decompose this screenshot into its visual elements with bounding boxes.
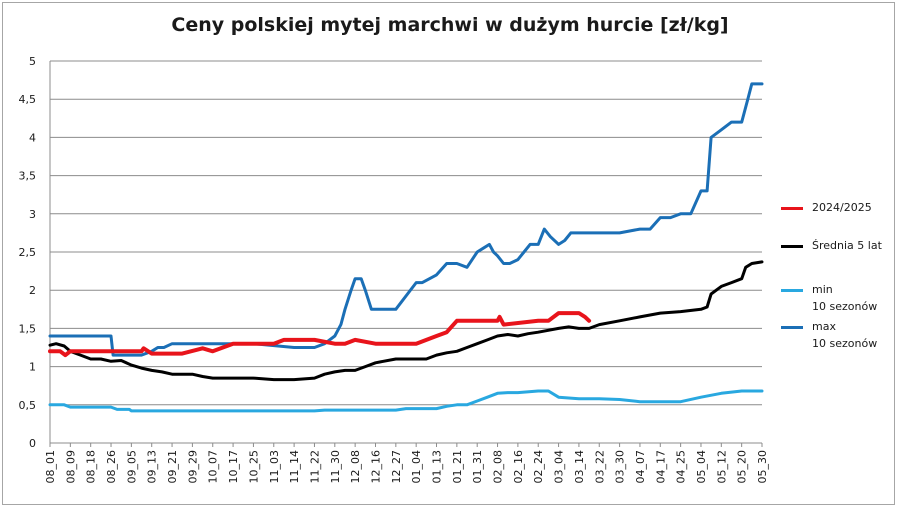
x-tick-label: 03_22 bbox=[593, 450, 606, 484]
series-line-3 bbox=[48, 82, 764, 357]
x-tick-label: 04_07 bbox=[634, 450, 647, 484]
x-tick-label: 09_21 bbox=[166, 450, 179, 484]
chart-title: Ceny polskiej mytej marchwi w dużym hurc… bbox=[171, 14, 729, 36]
x-tick-label: 03_04 bbox=[553, 450, 566, 484]
x-tick-label: 03_14 bbox=[573, 450, 586, 484]
x-tick-label: 02_24 bbox=[532, 450, 545, 484]
x-tick-label: 11_22 bbox=[308, 450, 321, 484]
x-tick-label: 12_27 bbox=[390, 450, 403, 484]
x-tick-label: 01_13 bbox=[431, 450, 444, 484]
x-tick-label: 03_30 bbox=[614, 450, 627, 484]
y-tick-label: 5 bbox=[29, 55, 36, 68]
x-tick-label: 08_18 bbox=[85, 450, 98, 484]
x-tick-label: 10_25 bbox=[247, 450, 260, 484]
x-tick-label: 09_13 bbox=[146, 450, 159, 484]
legend-swatch bbox=[781, 289, 803, 292]
series-line-1 bbox=[48, 260, 764, 382]
x-tick-label: 12_08 bbox=[349, 450, 362, 484]
y-tick-label: 1 bbox=[29, 361, 36, 374]
x-tick-label: 12_16 bbox=[369, 450, 382, 484]
y-tick-label: 3,5 bbox=[19, 170, 37, 183]
x-tick-label: 01_31 bbox=[471, 450, 484, 484]
legend-label: Średnia 5 lat bbox=[812, 239, 882, 252]
y-tick-label: 2,5 bbox=[19, 246, 37, 259]
x-tick-label: 04_17 bbox=[654, 450, 667, 484]
x-tick-label: 09_29 bbox=[186, 450, 199, 484]
y-tick-label: 2 bbox=[29, 284, 36, 297]
x-tick-label: 05_04 bbox=[695, 450, 708, 484]
x-tick-label: 10_17 bbox=[227, 450, 240, 484]
x-tick-label: 09_05 bbox=[125, 450, 138, 484]
x-tick-label: 10_07 bbox=[207, 450, 220, 484]
x-tick-label: 11_30 bbox=[329, 450, 342, 484]
legend-label: min 10 sezonów bbox=[812, 283, 878, 313]
y-tick-label: 4 bbox=[29, 131, 36, 144]
y-tick-label: 4,5 bbox=[19, 93, 37, 106]
x-tick-label: 11_03 bbox=[268, 450, 281, 484]
y-tick-label: 3 bbox=[29, 208, 36, 221]
x-tick-label: 11_14 bbox=[288, 450, 301, 484]
x-tick-label: 04_25 bbox=[675, 450, 688, 484]
legend-swatch bbox=[781, 245, 803, 248]
x-tick-label: 01_21 bbox=[451, 450, 464, 484]
x-tick-label: 08_09 bbox=[64, 450, 77, 484]
legend-label: 2024/2025 bbox=[812, 201, 872, 214]
y-tick-label: 0,5 bbox=[19, 399, 37, 412]
y-tick-label: 1,5 bbox=[19, 322, 37, 335]
x-tick-label: 01_04 bbox=[410, 450, 423, 484]
y-tick-label: 0 bbox=[29, 437, 36, 450]
x-tick-label: 08_26 bbox=[105, 450, 118, 484]
x-tick-label: 02_16 bbox=[512, 450, 525, 484]
legend-label: max 10 sezonów bbox=[812, 320, 878, 350]
x-tick-label: 05_20 bbox=[736, 450, 749, 484]
x-tick-label: 05_12 bbox=[715, 450, 728, 484]
series-line-0 bbox=[48, 311, 592, 358]
x-tick-label: 08_01 bbox=[44, 450, 57, 484]
x-tick-label: 02_08 bbox=[492, 450, 505, 484]
legend-swatch bbox=[781, 326, 803, 329]
legend-swatch bbox=[781, 207, 803, 210]
x-tick-label: 05_30 bbox=[756, 450, 769, 484]
series-line-2 bbox=[48, 389, 764, 413]
